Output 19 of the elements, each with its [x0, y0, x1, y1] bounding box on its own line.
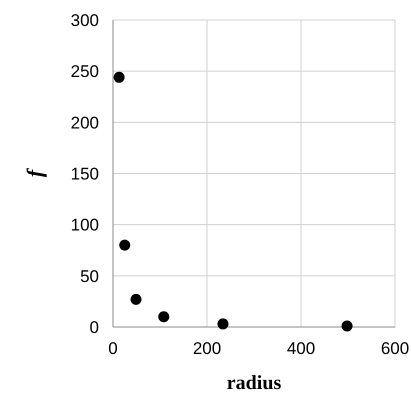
y-tick-label: 300	[70, 11, 99, 30]
x-tick-label: 200	[192, 339, 222, 358]
point	[130, 294, 142, 305]
y-tick-label: 200	[70, 113, 99, 132]
point	[119, 240, 130, 251]
x-axis-title: radius	[226, 372, 282, 394]
y-tick-label: 50	[80, 266, 99, 286]
point	[114, 72, 125, 83]
point	[158, 311, 170, 322]
x-tick-label: 0	[108, 339, 118, 358]
y-tick-label: 250	[70, 62, 99, 82]
point	[217, 318, 228, 330]
y-tick-label: 100	[70, 216, 99, 235]
y-tick-label: 0	[90, 318, 99, 337]
x-tick-label: 600	[380, 339, 410, 358]
y-axis-title: f	[22, 167, 47, 178]
y-tick-label: 150	[70, 164, 99, 184]
point	[342, 320, 353, 332]
x-tick-label: 400	[286, 339, 316, 358]
